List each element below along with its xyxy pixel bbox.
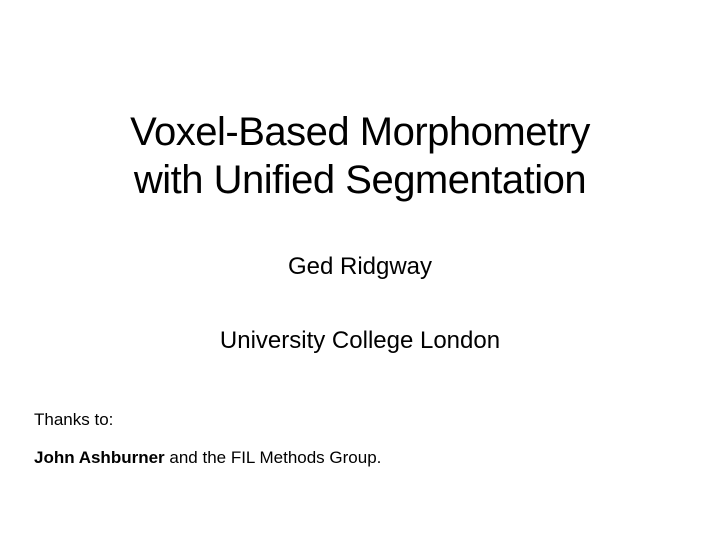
thanks-rest: and the FIL Methods Group. bbox=[165, 448, 382, 467]
thanks-line: John Ashburner and the FIL Methods Group… bbox=[34, 448, 381, 468]
slide-container: Voxel-Based Morphometry with Unified Seg… bbox=[0, 0, 720, 540]
author-name: Ged Ridgway bbox=[0, 253, 720, 281]
thanks-bold-name: John Ashburner bbox=[34, 448, 165, 467]
title-line-1: Voxel-Based Morphometry bbox=[130, 110, 590, 154]
title-line-2: with Unified Segmentation bbox=[134, 158, 586, 202]
thanks-label: Thanks to: bbox=[34, 410, 113, 430]
slide-title: Voxel-Based Morphometry with Unified Seg… bbox=[0, 108, 720, 204]
affiliation: University College London bbox=[0, 327, 720, 355]
